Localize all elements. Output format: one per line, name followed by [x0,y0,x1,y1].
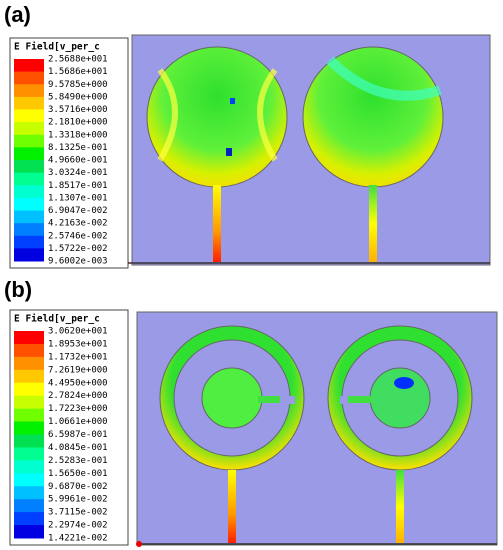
legend-value: 1.1732e+001 [48,352,108,362]
legend-value: 2.5746e-002 [48,231,108,241]
color-band [14,96,44,110]
legend-value: 1.5722e-002 [48,244,108,254]
legend-value: 1.8953e+001 [48,339,108,349]
legend-value: 1.4221e-002 [48,534,108,544]
legend-value: 1.0661e+000 [48,417,108,427]
color-band [14,134,44,148]
color-band [14,343,44,358]
color-band [14,382,44,397]
stub [348,396,372,403]
legend-value: 1.5650e-001 [48,469,108,479]
legend-value: 7.2619e+000 [48,365,108,375]
legend-value: 1.1307e-001 [48,193,108,203]
color-band [14,473,44,487]
color-band [14,109,44,123]
field-pattern [157,68,278,162]
color-band [14,197,44,211]
legend-value: 1.3318e+000 [48,130,108,140]
color-band [14,210,44,224]
color-band [14,147,44,161]
disc [369,367,431,429]
color-band [14,160,44,174]
color-band [14,486,44,500]
legend-value: 9.6870e-002 [48,482,108,492]
legend-value: 2.7824e+000 [48,391,108,401]
color-band [14,369,44,384]
plot-b [136,311,498,547]
color-band [14,512,44,526]
color-band [14,356,44,371]
color-band [14,499,44,513]
legend-value: 4.4950e+000 [48,378,108,388]
color-band [14,408,44,423]
color-band [14,223,44,237]
legend-title: E Field[v_per_c [14,314,100,325]
legend-value: 6.9047e-002 [48,206,108,216]
color-band [14,460,44,474]
legend-value: 1.5686e+001 [48,67,108,77]
color-band [14,248,44,262]
legend-value: 5.8490e+000 [48,92,108,102]
origin [136,541,142,547]
disc [201,367,263,429]
legend-value: 5.9961e-002 [48,495,108,505]
color-band [14,59,44,73]
legend-value: 3.0324e-001 [48,168,108,178]
legend-value: 3.5716e+000 [48,105,108,115]
legend-value: 2.1810e+000 [48,118,108,128]
legend-value: 8.1325e-001 [48,143,108,153]
legend-value: 9.5785e+000 [48,80,108,90]
color-band [14,421,44,435]
color-band [14,395,44,410]
legends: E Field[v_per_c 2.5688e+001 1.5686e+001 9.5… [9,37,129,546]
patch [302,46,444,188]
legend-value: 2.2974e-002 [48,521,108,531]
legend-value: 4.2163e-002 [48,219,108,229]
legend-value: 2.5283e-001 [48,456,108,466]
feed-line [396,470,404,543]
color-band [14,331,44,345]
legend-value: 1.7223e+000 [48,404,108,414]
hotspot [394,377,414,389]
color-band [14,525,44,539]
hotspot [226,148,232,156]
feed-line [228,470,236,543]
panel-label: (a) [4,2,31,27]
color-band [14,172,44,186]
panel-label: (b) [4,277,32,302]
color-band [14,235,44,249]
legend-value: 3.0620e+001 [48,327,108,337]
plot-a [123,34,491,266]
field-pattern [326,56,442,101]
color-band [14,185,44,199]
color-band [14,434,44,448]
color-band [14,122,44,136]
legend-value: 3.7115e-002 [48,508,108,518]
color-band [14,447,44,461]
legend-value: 4.9660e-001 [48,156,108,166]
feed-line [213,185,221,262]
legend-value: 9.6002e-003 [48,257,108,267]
color-band [14,71,44,85]
legend-value: 4.0845e-001 [48,443,108,453]
legend-value: 6.5987e-001 [48,430,108,440]
legend-value: 1.8517e-001 [48,181,108,191]
patch [146,46,288,188]
hotspot [230,98,235,104]
stub [258,396,280,403]
feed-line [369,185,377,262]
legend-title: E Field[v_per_c [14,42,100,53]
color-band [14,84,44,98]
legend-value: 2.5688e+001 [48,55,108,65]
